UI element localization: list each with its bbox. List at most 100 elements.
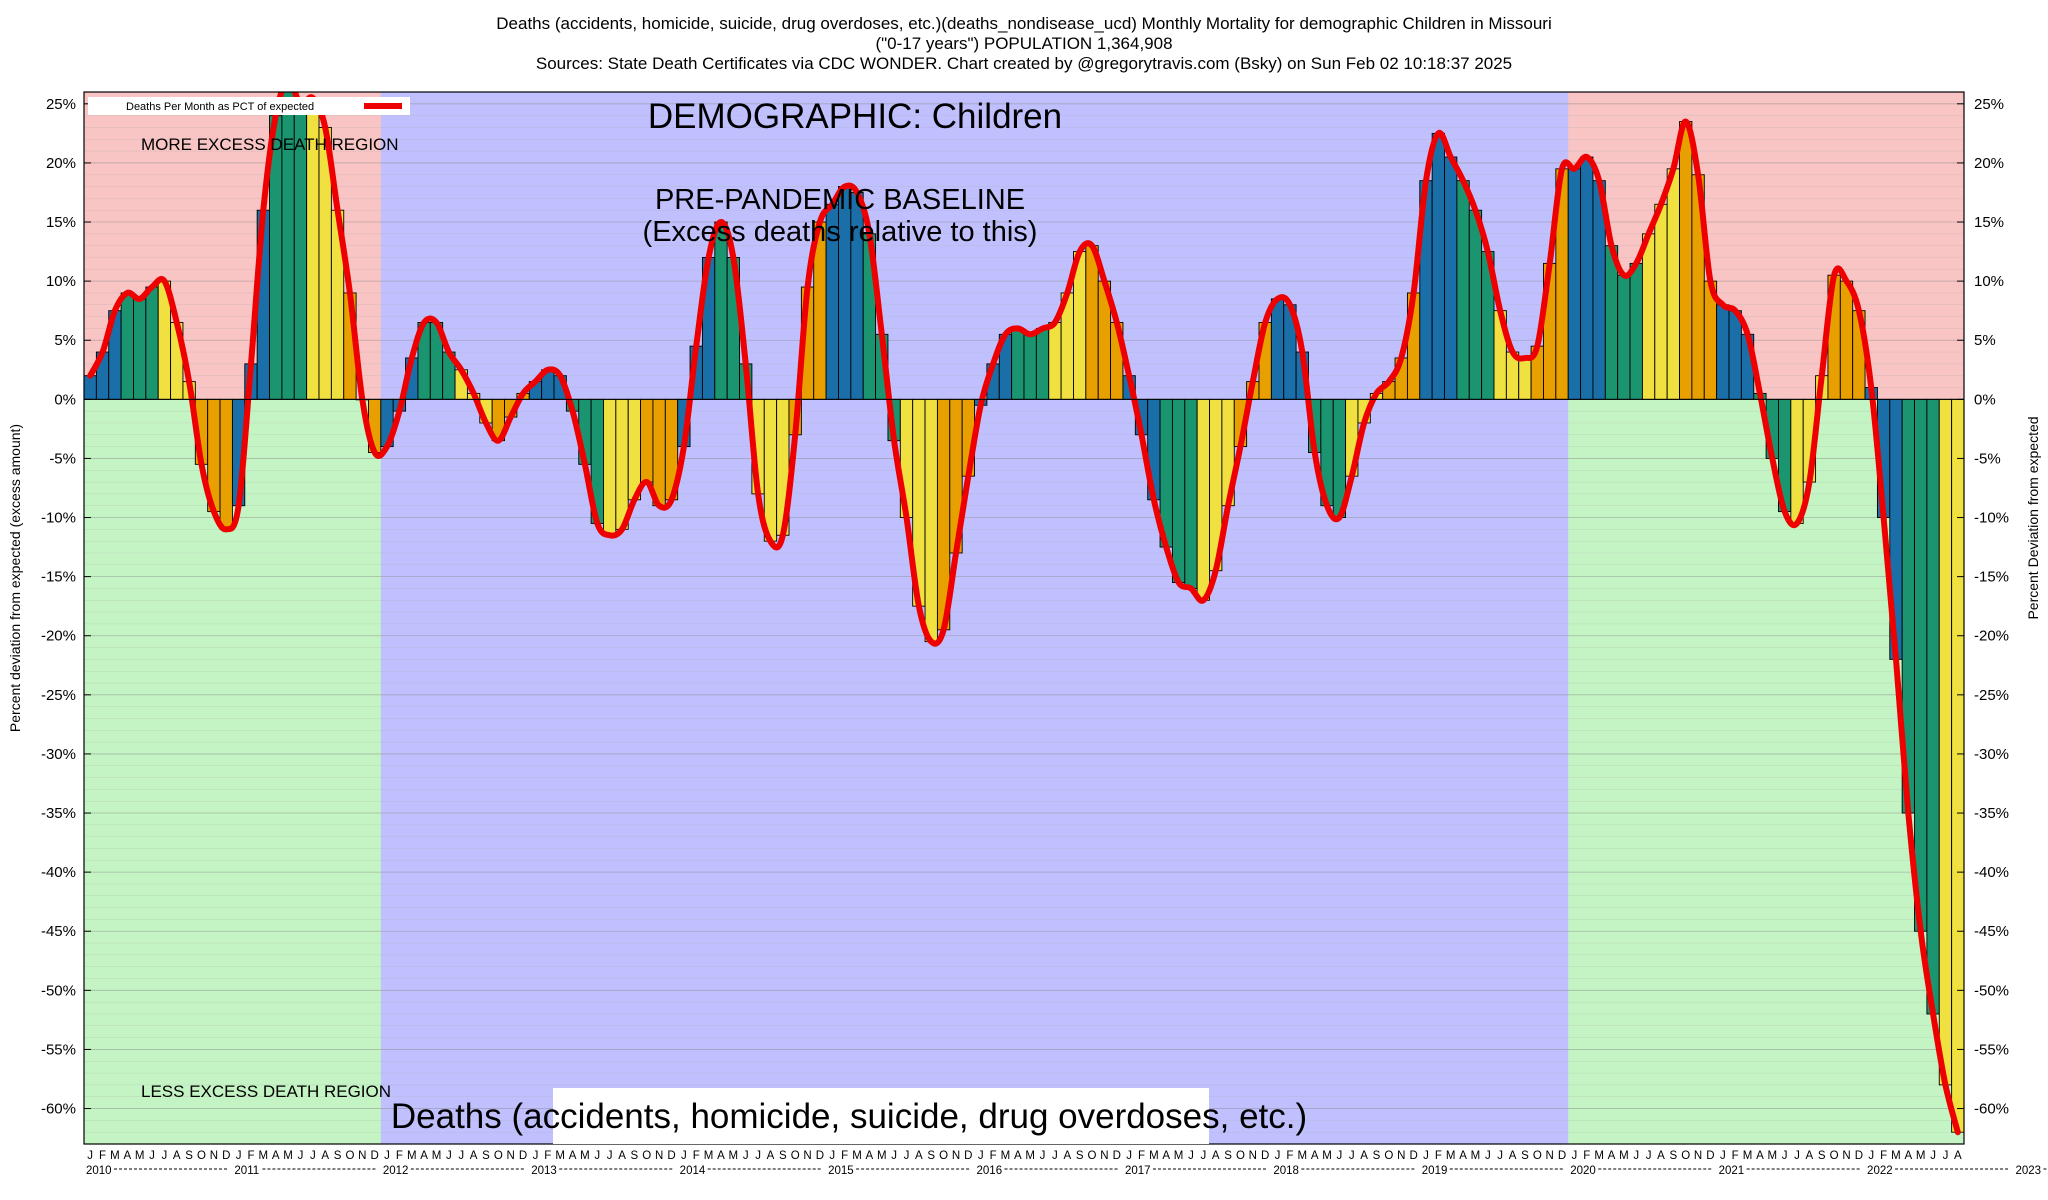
x-month-label: S bbox=[1076, 1150, 1084, 1162]
demographic-title: DEMOGRAPHIC: Children bbox=[648, 97, 1062, 136]
x-month-label: J bbox=[1052, 1150, 1058, 1162]
x-month-label: J bbox=[755, 1150, 761, 1162]
x-month-label: N bbox=[803, 1150, 811, 1162]
x-month-label: A bbox=[1459, 1150, 1467, 1162]
bar-month-109 bbox=[1431, 132, 1445, 400]
chart-title-line-3: Sources: State Death Certificates via CD… bbox=[535, 54, 1513, 73]
x-month-label: O bbox=[1088, 1150, 1097, 1162]
y-tick-label-right: 10% bbox=[1974, 273, 2004, 290]
x-year-label: 2010 bbox=[86, 1165, 112, 1177]
y-tick-label-right: -40% bbox=[1974, 864, 2009, 881]
x-month-label: A bbox=[1905, 1150, 1913, 1162]
bar-month-121 bbox=[1580, 156, 1594, 400]
y-tick-label-left: -55% bbox=[41, 1041, 76, 1058]
x-month-label: N bbox=[210, 1150, 218, 1162]
x-month-label: J bbox=[298, 1150, 304, 1162]
x-month-label: J bbox=[1930, 1150, 1936, 1162]
bar-month-151 bbox=[1951, 398, 1964, 1133]
x-month-label: M bbox=[135, 1150, 145, 1162]
x-month-label: J bbox=[1720, 1150, 1726, 1162]
x-month-label: M bbox=[259, 1150, 269, 1162]
y-tick-label-right: -25% bbox=[1974, 687, 2009, 704]
x-month-label: J bbox=[829, 1150, 835, 1162]
x-month-label: J bbox=[1868, 1150, 1874, 1162]
x-month-label: J bbox=[310, 1150, 316, 1162]
y-tick-label-left: -20% bbox=[41, 628, 76, 645]
x-month-label: S bbox=[1224, 1150, 1232, 1162]
baseline-annotation-line-1: PRE-PANDEMIC BASELINE bbox=[655, 184, 1025, 216]
x-month-label: S bbox=[482, 1150, 490, 1162]
x-month-label: S bbox=[1818, 1150, 1826, 1162]
x-month-label: A bbox=[123, 1150, 131, 1162]
x-month-label: J bbox=[978, 1150, 984, 1162]
x-month-label: D bbox=[1261, 1150, 1269, 1162]
x-month-label: J bbox=[1337, 1150, 1343, 1162]
x-month-label: O bbox=[494, 1150, 503, 1162]
x-month-label: M bbox=[1297, 1150, 1307, 1162]
y-tick-label-right: -60% bbox=[1974, 1101, 2009, 1118]
x-month-label: S bbox=[334, 1150, 342, 1162]
x-month-label: D bbox=[964, 1150, 972, 1162]
x-month-label: D bbox=[222, 1150, 230, 1162]
more-excess-region-label: MORE EXCESS DEATH REGION bbox=[141, 135, 399, 154]
x-month-label: M bbox=[1025, 1150, 1035, 1162]
x-month-label: M bbox=[852, 1150, 862, 1162]
bar-month-16 bbox=[281, 92, 295, 400]
y-tick-label-left: 20% bbox=[46, 155, 76, 172]
x-month-label: A bbox=[1756, 1150, 1764, 1162]
x-month-label: J bbox=[1497, 1150, 1503, 1162]
x-year-label: 2016 bbox=[977, 1165, 1003, 1177]
x-month-label: J bbox=[681, 1150, 687, 1162]
x-month-label: J bbox=[743, 1150, 749, 1162]
bar-month-75 bbox=[1011, 327, 1025, 400]
bar-month-126 bbox=[1641, 233, 1656, 400]
y-tick-label-left: -25% bbox=[41, 687, 76, 704]
y-tick-label-right: 0% bbox=[1974, 391, 1996, 408]
x-month-label: J bbox=[1200, 1150, 1206, 1162]
x-month-label: F bbox=[1435, 1150, 1442, 1162]
x-month-label: S bbox=[631, 1150, 639, 1162]
x-month-label: M bbox=[110, 1150, 120, 1162]
x-month-label: N bbox=[1397, 1150, 1405, 1162]
x-month-label: J bbox=[1633, 1150, 1639, 1162]
x-month-label: D bbox=[667, 1150, 675, 1162]
x-month-label: A bbox=[321, 1150, 329, 1162]
x-month-label: M bbox=[877, 1150, 887, 1162]
x-month-label: J bbox=[1943, 1150, 1949, 1162]
bar-month-81 bbox=[1085, 245, 1099, 400]
x-year-label: 2011 bbox=[234, 1165, 259, 1177]
bar-month-150 bbox=[1938, 398, 1953, 1086]
x-month-label: F bbox=[990, 1150, 997, 1162]
legend-box bbox=[88, 97, 410, 115]
y-tick-label-left: 15% bbox=[46, 214, 76, 231]
x-month-label: N bbox=[1546, 1150, 1554, 1162]
x-month-label: O bbox=[642, 1150, 651, 1162]
bar-month-51 bbox=[714, 221, 728, 400]
x-month-label: J bbox=[236, 1150, 242, 1162]
x-year-label: 2019 bbox=[1422, 1165, 1448, 1177]
x-month-label: N bbox=[1249, 1150, 1257, 1162]
x-month-label: D bbox=[1113, 1150, 1121, 1162]
x-month-label: A bbox=[470, 1150, 478, 1162]
x-month-label: D bbox=[1855, 1150, 1863, 1162]
chart-title-line-1: Deaths (accidents, homicide, suicide, dr… bbox=[496, 14, 1552, 33]
x-month-label: O bbox=[1384, 1150, 1393, 1162]
x-month-label: J bbox=[533, 1150, 539, 1162]
y-tick-label-left: -50% bbox=[41, 982, 76, 999]
x-month-label: F bbox=[544, 1150, 551, 1162]
bar-month-77 bbox=[1035, 327, 1050, 400]
y-tick-label-left: -30% bbox=[41, 746, 76, 763]
bar-month-44 bbox=[627, 398, 642, 501]
x-month-label: J bbox=[1794, 1150, 1800, 1162]
x-month-label: M bbox=[1174, 1150, 1184, 1162]
y-tick-label-right: -45% bbox=[1974, 923, 2009, 940]
x-month-label: M bbox=[1743, 1150, 1753, 1162]
x-month-label: N bbox=[952, 1150, 960, 1162]
y-axis-label-left: Percent deviation from expected (excess … bbox=[7, 424, 23, 732]
x-month-label: A bbox=[1509, 1150, 1517, 1162]
y-tick-label-right: -55% bbox=[1974, 1041, 2009, 1058]
x-month-label: S bbox=[1373, 1150, 1381, 1162]
x-month-label: M bbox=[1322, 1150, 1332, 1162]
bar-month-116 bbox=[1518, 357, 1532, 400]
